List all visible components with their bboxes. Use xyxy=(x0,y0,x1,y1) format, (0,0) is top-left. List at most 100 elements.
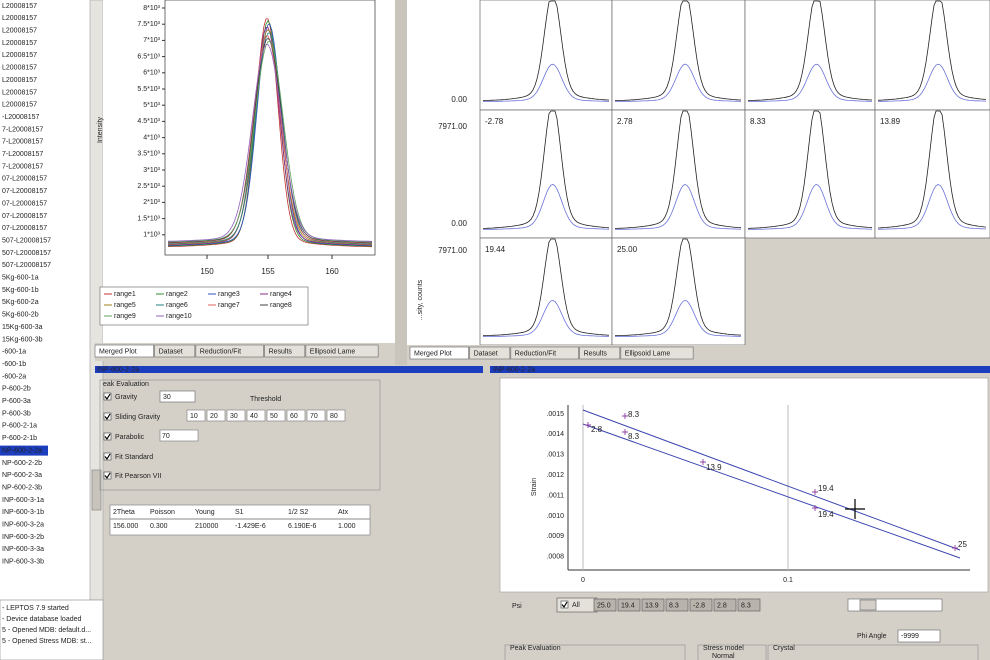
psi-value[interactable]: 2.8 xyxy=(717,602,727,609)
tab[interactable] xyxy=(510,346,579,360)
value-field[interactable] xyxy=(226,409,246,422)
file-item[interactable]: 07-L20008157 xyxy=(2,213,47,220)
checkbox[interactable] xyxy=(103,432,112,441)
file-item[interactable]: INP-600-3-1b xyxy=(2,509,44,516)
psi-value[interactable]: 8.3 xyxy=(741,602,751,609)
file-item[interactable]: P-600-3b xyxy=(2,410,31,417)
tab-label[interactable]: Merged Plot xyxy=(414,350,452,357)
psi-button[interactable] xyxy=(617,598,641,612)
file-item[interactable]: P-600-3a xyxy=(2,398,31,405)
tab-label[interactable]: Reduction/Fit xyxy=(200,348,241,355)
psi-button[interactable] xyxy=(641,598,665,612)
value-field[interactable] xyxy=(186,409,206,422)
psi-button[interactable] xyxy=(593,598,617,612)
file-item[interactable]: -600-1a xyxy=(2,349,26,356)
value-field[interactable] xyxy=(159,429,199,442)
tab-label[interactable]: Dataset xyxy=(159,348,183,355)
file-item[interactable]: -L20008157 xyxy=(2,114,39,121)
phi-dropdown[interactable] xyxy=(897,629,941,643)
tab-label[interactable]: Ellipsoid Lame xyxy=(310,348,356,355)
checkbox[interactable] xyxy=(103,392,112,401)
file-item[interactable]: 5Kg-600-1a xyxy=(2,275,39,282)
value-field[interactable] xyxy=(206,409,226,422)
file-item[interactable]: INP-600-3-2a xyxy=(2,522,44,529)
value-field[interactable] xyxy=(266,409,286,422)
file-item[interactable]: -600-1b xyxy=(2,361,26,368)
file-item[interactable]: L20008157 xyxy=(2,3,37,10)
file-item[interactable]: 07-L20008157 xyxy=(2,176,47,183)
file-item[interactable]: L20008157 xyxy=(2,28,37,35)
file-item[interactable]: L20008157 xyxy=(2,40,37,47)
tab[interactable] xyxy=(620,346,694,360)
file-item[interactable]: INP-600-3-3b xyxy=(2,559,44,566)
psi-value[interactable]: 19.4 xyxy=(621,602,635,609)
file-item[interactable]: L20008157 xyxy=(2,77,37,84)
tab-label[interactable]: Results xyxy=(584,350,608,357)
phi-value[interactable]: -9999 xyxy=(901,633,919,640)
psi-value[interactable]: -2.8 xyxy=(693,602,705,609)
checkbox[interactable] xyxy=(103,471,112,480)
file-item[interactable]: INP-600-3-1a xyxy=(2,497,44,504)
psi-button[interactable] xyxy=(689,598,713,612)
file-item[interactable]: 7-L20008157 xyxy=(2,163,43,170)
file-item[interactable]: 7-L20008157 xyxy=(2,139,43,146)
scroll-thumb[interactable] xyxy=(859,599,877,611)
tab[interactable] xyxy=(305,344,379,358)
file-item[interactable]: L20008157 xyxy=(2,52,37,59)
file-item[interactable]: 07-L20008157 xyxy=(2,225,47,232)
file-item[interactable]: L20008157 xyxy=(2,89,37,96)
file-item[interactable]: NP-600-2-2a xyxy=(2,447,42,454)
all-label[interactable]: All xyxy=(572,602,580,609)
file-item[interactable]: 7-L20008157 xyxy=(2,126,43,133)
tab-label[interactable]: Reduction/Fit xyxy=(515,350,556,357)
file-item[interactable]: NP-600-2-3a xyxy=(2,472,42,479)
file-item[interactable]: NP-600-2-2b xyxy=(2,460,42,467)
tab[interactable] xyxy=(409,346,469,360)
psi-button[interactable] xyxy=(665,598,689,612)
value-field[interactable] xyxy=(306,409,326,422)
file-item[interactable]: L20008157 xyxy=(2,102,37,109)
file-item[interactable]: 07-L20008157 xyxy=(2,200,47,207)
file-item[interactable]: NP-600-2-3b xyxy=(2,484,42,491)
file-item[interactable]: P-600-2-1a xyxy=(2,423,37,430)
tab[interactable] xyxy=(469,346,511,360)
tab-label[interactable]: Merged Plot xyxy=(99,348,137,355)
file-item[interactable]: INP-600-3-3a xyxy=(2,546,44,553)
dropdown[interactable] xyxy=(159,390,196,403)
checkbox[interactable] xyxy=(560,600,569,609)
checkbox[interactable] xyxy=(103,452,112,461)
file-item[interactable]: 5Kg-600-2b xyxy=(2,312,39,319)
tab-label[interactable]: Results xyxy=(269,348,293,355)
psi-value[interactable]: 8.3 xyxy=(669,602,679,609)
file-item[interactable]: 5Kg-600-2a xyxy=(2,299,39,306)
file-item[interactable]: 7-L20008157 xyxy=(2,151,43,158)
file-item[interactable]: -600-2a xyxy=(2,373,26,380)
file-item[interactable]: 07-L20008157 xyxy=(2,188,47,195)
tab[interactable] xyxy=(264,344,306,358)
file-item[interactable]: 15Kg-600-3a xyxy=(2,324,43,331)
checkbox[interactable] xyxy=(103,412,112,421)
file-item[interactable]: 5Kg-600-1b xyxy=(2,287,39,294)
psi-value[interactable]: 13.9 xyxy=(645,602,659,609)
file-item[interactable]: L20008157 xyxy=(2,15,37,22)
file-item[interactable]: L20008157 xyxy=(2,65,37,72)
file-item[interactable]: 15Kg-600-3b xyxy=(2,336,43,343)
file-item[interactable]: INP-600-3-2b xyxy=(2,534,44,541)
psi-button[interactable] xyxy=(713,598,737,612)
tab-label[interactable]: Ellipsoid Lame xyxy=(625,350,671,357)
tab[interactable] xyxy=(579,346,621,360)
tab-label[interactable]: Dataset xyxy=(474,350,498,357)
value-field[interactable] xyxy=(286,409,306,422)
file-item[interactable]: 507-L20008157 xyxy=(2,262,51,269)
psi-value[interactable]: 25.0 xyxy=(597,602,611,609)
tab[interactable] xyxy=(195,344,264,358)
value-field[interactable] xyxy=(326,409,346,422)
tab[interactable] xyxy=(154,344,196,358)
file-item[interactable]: 507-L20008157 xyxy=(2,237,51,244)
file-item[interactable]: P-600-2-1b xyxy=(2,435,37,442)
tab[interactable] xyxy=(94,344,154,358)
file-item[interactable]: 507-L20008157 xyxy=(2,250,51,257)
file-item[interactable]: P-600-2b xyxy=(2,386,31,393)
psi-button[interactable] xyxy=(737,598,761,612)
value-field[interactable] xyxy=(246,409,266,422)
